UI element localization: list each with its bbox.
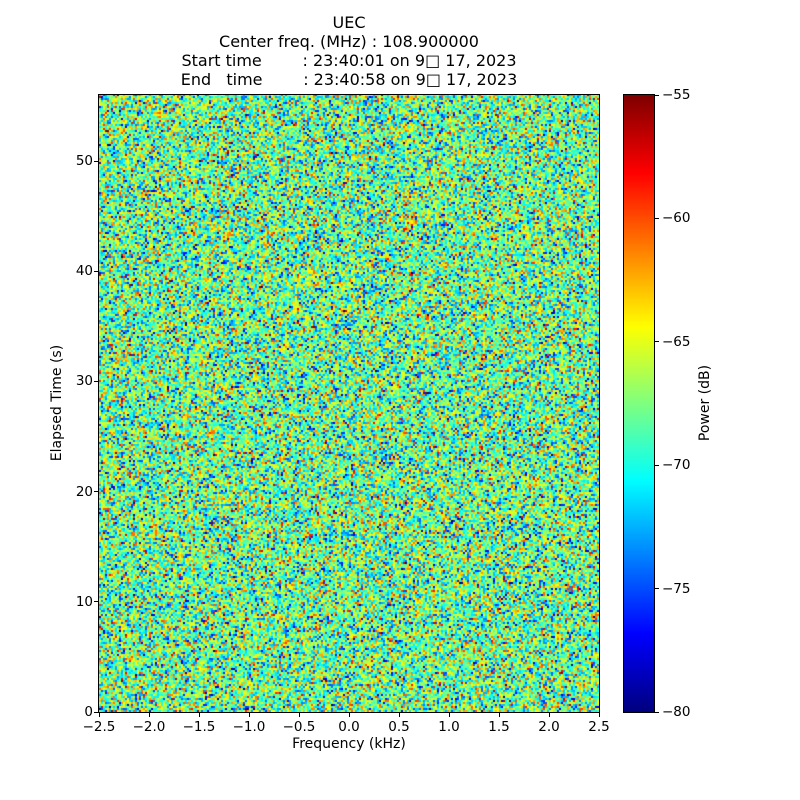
x-tick-mark bbox=[448, 713, 450, 717]
x-tick-mark bbox=[398, 713, 400, 717]
colorbar-tick-mark bbox=[655, 217, 659, 219]
x-tick-label: 0.0 bbox=[338, 719, 360, 735]
y-tick-mark bbox=[94, 380, 98, 382]
x-tick-mark bbox=[98, 713, 100, 717]
title-block: UEC Center freq. (MHz) : 108.900000 Star… bbox=[99, 13, 599, 89]
spectrogram-heatmap bbox=[99, 95, 599, 712]
y-tick-mark bbox=[94, 491, 98, 493]
x-tick-label: −2.0 bbox=[132, 719, 166, 735]
x-tick-label: 0.5 bbox=[388, 719, 410, 735]
colorbar-tick-mark bbox=[655, 588, 659, 590]
y-tick-label: 30 bbox=[75, 373, 93, 390]
y-tick-mark bbox=[94, 270, 98, 272]
x-tick-label: −2.5 bbox=[82, 719, 116, 735]
y-tick-mark bbox=[94, 160, 98, 162]
x-tick-mark bbox=[498, 713, 500, 717]
x-tick-mark bbox=[548, 713, 550, 717]
x-tick-mark bbox=[348, 713, 350, 717]
x-tick-label: 1.0 bbox=[438, 719, 460, 735]
x-tick-label: 2.5 bbox=[588, 719, 610, 735]
colorbar-tick-mark bbox=[655, 341, 659, 343]
y-tick-label: 50 bbox=[75, 153, 93, 170]
x-tick-mark bbox=[148, 713, 150, 717]
colorbar-tick-label: −70 bbox=[662, 457, 691, 474]
x-tick-mark bbox=[248, 713, 250, 717]
y-tick-label: 20 bbox=[75, 483, 93, 500]
x-tick-label: −0.5 bbox=[282, 719, 316, 735]
y-tick-label: 10 bbox=[75, 593, 93, 610]
colorbar-label: Power (dB) bbox=[697, 364, 713, 442]
chart-title: UEC bbox=[332, 13, 366, 32]
colorbar-tick-label: −55 bbox=[662, 87, 691, 103]
y-tick-mark bbox=[94, 711, 98, 713]
end-time-line: End time : 23:40:58 on 9□ 17, 2023 bbox=[180, 70, 518, 89]
x-tick-mark bbox=[298, 713, 300, 717]
y-tick-label: 40 bbox=[75, 263, 93, 280]
x-tick-label: −1.5 bbox=[182, 719, 216, 735]
start-time-line: Start time : 23:40:01 on 9□ 17, 2023 bbox=[181, 51, 517, 70]
y-tick-mark bbox=[94, 601, 98, 603]
colorbar-tick-mark bbox=[655, 711, 659, 713]
colorbar-tick-mark bbox=[655, 94, 659, 96]
colorbar-tick-label: −65 bbox=[662, 333, 691, 350]
y-tick-label: 0 bbox=[84, 704, 93, 720]
colorbar-tick-label: −80 bbox=[662, 704, 691, 720]
x-tick-label: 2.0 bbox=[538, 719, 560, 735]
y-axis-label: Elapsed Time (s) bbox=[49, 344, 65, 462]
x-tick-mark bbox=[598, 713, 600, 717]
colorbar-tick-mark bbox=[655, 464, 659, 466]
x-tick-label: −1.0 bbox=[232, 719, 266, 735]
x-tick-mark bbox=[198, 713, 200, 717]
colorbar-tick-label: −60 bbox=[662, 210, 691, 227]
colorbar-gradient bbox=[624, 95, 654, 712]
center-freq-line: Center freq. (MHz) : 108.900000 bbox=[219, 32, 479, 51]
heatmap-frame bbox=[98, 94, 600, 713]
x-tick-label: 1.5 bbox=[488, 719, 510, 735]
x-axis-label: Frequency (kHz) bbox=[292, 736, 406, 752]
colorbar-tick-label: −75 bbox=[662, 580, 691, 597]
colorbar-frame bbox=[623, 94, 655, 713]
